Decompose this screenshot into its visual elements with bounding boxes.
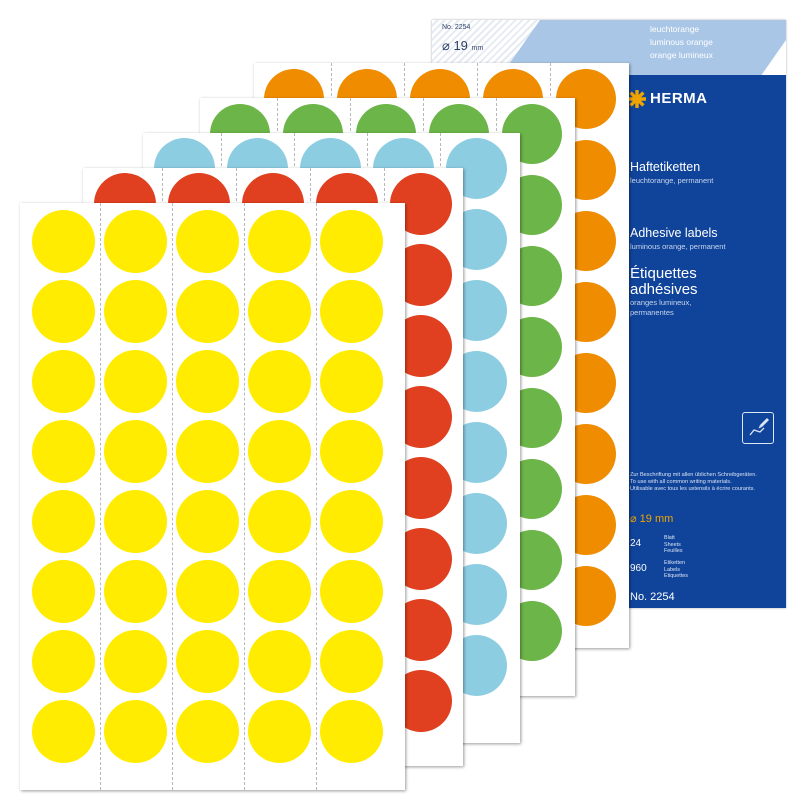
package-top-number: No. 2254 (442, 24, 471, 31)
yellow-label-dot (104, 630, 167, 693)
perforation-line (99, 203, 101, 790)
perforation-line (171, 203, 173, 790)
yellow-label-dot (32, 280, 95, 343)
yellow-label-dot (176, 700, 239, 763)
yellow-label-dot (320, 350, 383, 413)
yellow-label-dot (248, 630, 311, 693)
color-name-fr: orange lumineux (650, 50, 713, 60)
yellow-label-sheet (20, 203, 405, 790)
yellow-label-dot (176, 420, 239, 483)
package-top-diameter: ⌀ 19 mm (442, 38, 484, 53)
yellow-label-dot (32, 350, 95, 413)
yellow-label-dot (104, 560, 167, 623)
yellow-label-dot (104, 700, 167, 763)
yellow-label-dot (32, 560, 95, 623)
color-name-de: leuchtorange (650, 24, 700, 34)
yellow-label-dot (248, 490, 311, 553)
spec-labels-count: 960 (630, 563, 647, 574)
title-en: Adhesive labels (630, 226, 718, 240)
yellow-label-dot (104, 490, 167, 553)
usage-note: Zur Beschriftung mit allen üblichen Schr… (630, 472, 757, 492)
article-number: No. 2254 (630, 591, 675, 603)
title-fr-line2: adhésives (630, 281, 698, 298)
yellow-label-dot (176, 630, 239, 693)
yellow-label-dot (32, 630, 95, 693)
yellow-label-dot (32, 490, 95, 553)
pen-writing-icon (749, 418, 769, 436)
yellow-label-dot (248, 280, 311, 343)
spec-labels-units: Etiketten Labels Etiquettes (664, 560, 688, 579)
yellow-label-dot (320, 210, 383, 273)
brand-logo: HERMA (650, 90, 708, 107)
yellow-label-dot (248, 350, 311, 413)
subtitle-de: leuchtorange, permanent (630, 176, 714, 185)
yellow-label-dot (32, 210, 95, 273)
yellow-label-dot (176, 210, 239, 273)
yellow-label-dot (248, 560, 311, 623)
herma-star-logo-icon (628, 90, 646, 108)
yellow-label-dot (104, 420, 167, 483)
yellow-label-dot (320, 700, 383, 763)
perforation-line (243, 203, 245, 790)
yellow-label-dot (176, 560, 239, 623)
title-de: Haftetiketten (630, 160, 701, 174)
yellow-label-dot (104, 280, 167, 343)
yellow-label-dot (320, 280, 383, 343)
pen-writing-icon-frame (742, 412, 774, 444)
color-name-en: luminous orange (650, 37, 713, 47)
yellow-label-dot (248, 210, 311, 273)
yellow-label-dot (248, 700, 311, 763)
spec-diameter: ⌀ 19 mm (630, 513, 674, 525)
yellow-label-dot (320, 420, 383, 483)
yellow-label-dot (104, 350, 167, 413)
subtitle-en: luminous orange, permanent (630, 242, 726, 251)
yellow-label-dot (104, 210, 167, 273)
spec-sheets-count: 24 (630, 538, 642, 549)
yellow-label-dot (32, 700, 95, 763)
spec-sheets-units: Blatt Sheets Feuilles (664, 535, 683, 554)
perforation-line (315, 203, 317, 790)
title-fr-line1: Étiquettes (630, 265, 697, 282)
yellow-label-dot (176, 280, 239, 343)
yellow-label-dot (320, 490, 383, 553)
subtitle-fr-line2: permanentes (630, 308, 674, 317)
yellow-label-dot (176, 350, 239, 413)
yellow-label-dot (248, 420, 311, 483)
package-info-panel: HERMA Haftetiketten leuchtorange, perman… (626, 75, 786, 608)
yellow-label-dot (320, 560, 383, 623)
yellow-label-dot (320, 630, 383, 693)
yellow-label-dot (32, 420, 95, 483)
yellow-label-dot (176, 490, 239, 553)
subtitle-fr-line1: oranges lumineux, (630, 298, 692, 307)
